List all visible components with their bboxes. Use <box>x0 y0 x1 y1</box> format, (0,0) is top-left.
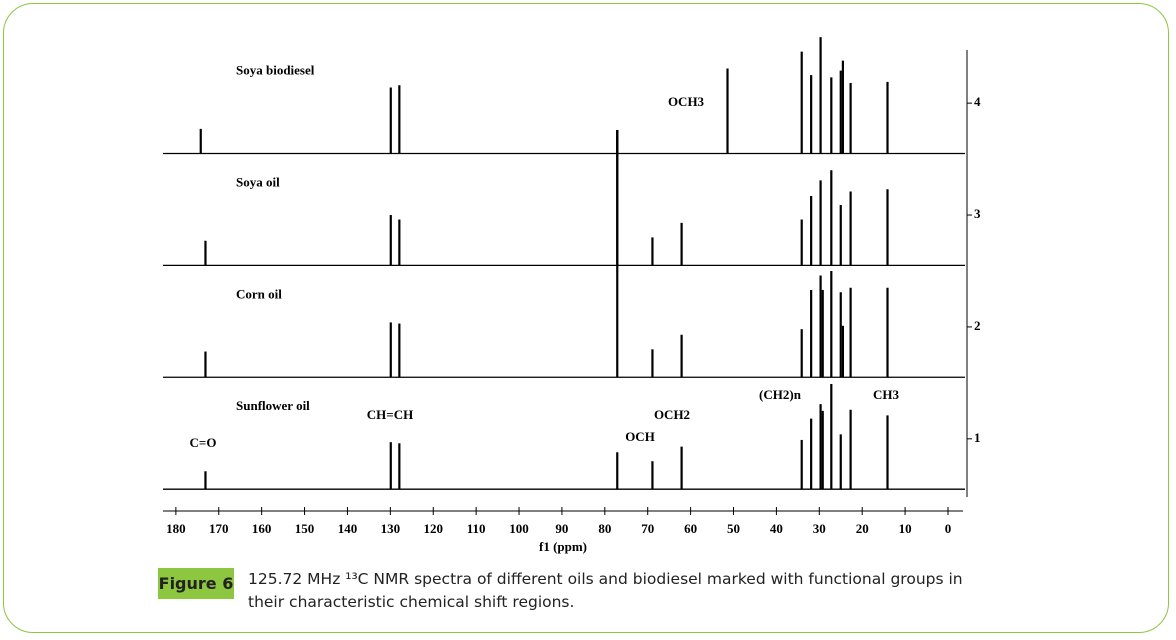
annotation: OCH3 <box>668 94 705 109</box>
series-label: Soya oil <box>236 174 280 189</box>
x-tick-label: 40 <box>770 521 783 536</box>
figure-label: Figure 6 <box>158 568 234 599</box>
x-tick-label: 110 <box>467 521 486 536</box>
annotation: CH=CH <box>367 407 413 422</box>
x-tick-label: 130 <box>381 521 401 536</box>
x-tick-label: 50 <box>727 521 740 536</box>
figure-card <box>3 3 1169 633</box>
x-tick-label: 10 <box>899 521 912 536</box>
series-label: Soya biodiesel <box>236 62 315 77</box>
x-tick-label: 60 <box>684 521 697 536</box>
y-tick-label: 4 <box>974 94 981 109</box>
x-tick-label: 140 <box>338 521 358 536</box>
x-tick-label: 120 <box>423 521 443 536</box>
x-tick-label: 0 <box>945 521 952 536</box>
annotation: C=O <box>190 435 217 450</box>
y-tick-label: 3 <box>974 206 981 221</box>
series-label: Corn oil <box>236 286 282 301</box>
y-tick-label: 2 <box>974 318 981 333</box>
y-tick-label: 1 <box>974 430 981 445</box>
annotation: CH3 <box>873 387 900 402</box>
annotation: OCH2 <box>654 407 690 422</box>
series-label: Sunflower oil <box>236 398 310 413</box>
chart: 180 170 160 150 140 130 120 110 100 90 80 70 60 50 40 3… <box>163 37 981 554</box>
x-tick-label: 150 <box>295 521 315 536</box>
x-tick-label: 90 <box>555 521 568 536</box>
x-tick-label: 20 <box>856 521 869 536</box>
x-tick-label: 80 <box>598 521 611 536</box>
x-axis-label: f1 (ppm) <box>539 539 587 554</box>
annotation: OCH <box>625 429 655 444</box>
x-tick-label: 180 <box>166 521 186 536</box>
x-tick-label: 170 <box>209 521 229 536</box>
x-tick-label: 160 <box>252 521 272 536</box>
x-tick-label: 70 <box>641 521 654 536</box>
x-tick-label: 100 <box>509 521 529 536</box>
annotation: (CH2)n <box>759 387 802 402</box>
x-tick-label: 30 <box>813 521 826 536</box>
figure-caption: 125.72 MHz ¹³C NMR spectra of different … <box>248 570 963 611</box>
